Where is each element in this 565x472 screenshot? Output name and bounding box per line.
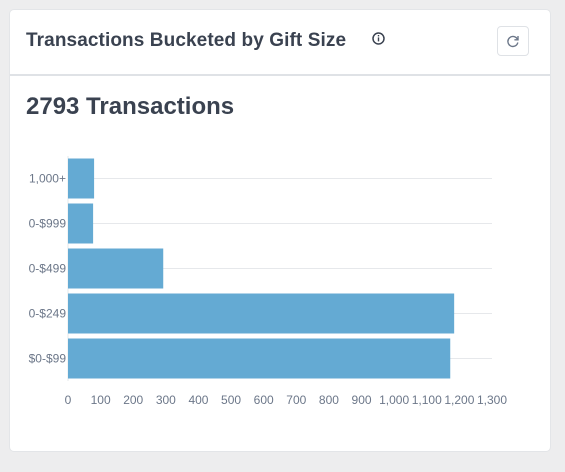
- x-tick-label: 500: [221, 393, 241, 407]
- x-tick-label: 400: [188, 393, 208, 407]
- y-tick-label: $0-$99: [29, 352, 67, 366]
- widget-title: Transactions Bucketed by Gift Size: [26, 30, 347, 51]
- bar[interactable]: [68, 203, 94, 244]
- x-tick-label: 1,200: [444, 393, 474, 407]
- y-tick-label: 0-$999: [29, 217, 67, 231]
- widget-header: Transactions Bucketed by Gift Size: [10, 10, 550, 76]
- x-tick-label: 0: [65, 393, 72, 407]
- x-tick-label: 800: [319, 393, 339, 407]
- bar[interactable]: [68, 293, 455, 334]
- x-tick-label: 700: [286, 393, 306, 407]
- bar[interactable]: [68, 248, 164, 289]
- x-tick-label: 900: [352, 393, 372, 407]
- x-tick-label: 200: [123, 393, 143, 407]
- x-tick-label: 300: [156, 393, 176, 407]
- bar[interactable]: [68, 338, 451, 379]
- refresh-button[interactable]: [497, 26, 529, 56]
- info-circle-icon[interactable]: [372, 32, 385, 45]
- y-tick-label: 0-$499: [29, 262, 67, 276]
- bar[interactable]: [68, 158, 95, 199]
- x-tick-label: 1,300: [477, 393, 507, 407]
- x-tick-label: 1,000: [379, 393, 409, 407]
- transaction-count: 2793 Transactions: [26, 93, 235, 120]
- y-tick-label: 1,000+: [29, 172, 66, 186]
- refresh-icon: [507, 35, 519, 48]
- x-tick-label: 1,100: [412, 393, 442, 407]
- y-tick-label: 0-$249: [29, 307, 67, 321]
- x-tick-label: 100: [91, 393, 111, 407]
- x-tick-label: 600: [254, 393, 274, 407]
